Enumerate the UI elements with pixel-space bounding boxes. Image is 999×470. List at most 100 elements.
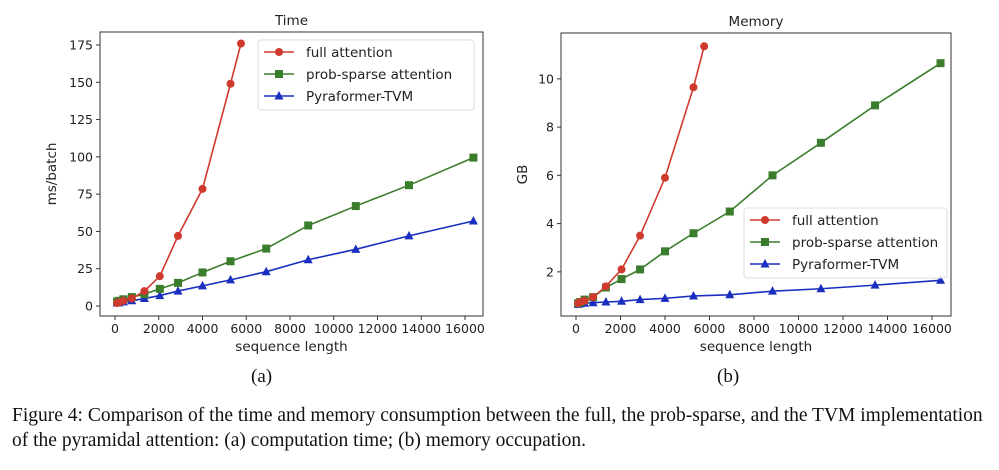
y-tick-label: 6 [546,168,554,183]
data-point-pyraformer-tvm [688,290,698,300]
data-point-prob-sparse-attention [198,268,207,277]
x-tick-label: 14000 [401,321,441,336]
x-tick-label: 0 [572,321,580,336]
data-point-pyraformer-tvm [468,215,478,225]
data-point-pyraformer-tvm [936,275,946,284]
x-tick-label: 2000 [143,321,175,336]
data-point-pyraformer-tvm [588,297,598,307]
axes-frame [560,32,952,317]
data-point-prob-sparse-attention [262,244,271,253]
data-point-full-attention [580,296,589,305]
x-tick-label: 10000 [779,321,819,336]
data-point-pyraformer-tvm [725,289,735,299]
data-point-pyraformer-tvm [351,244,361,253]
y-axis-label: ms/batch [44,143,60,206]
legend-marker [760,259,770,268]
data-point-prob-sparse-attention [226,257,235,266]
data-point-full-attention [617,265,626,274]
subcaption-b: (b) [717,366,740,387]
legend-marker [274,91,284,100]
y-tick-label: 75 [77,187,93,202]
x-tick-label: 4000 [187,321,219,336]
data-point-full-attention [140,287,149,296]
data-point-pyraformer-tvm [155,290,165,300]
data-point-pyraformer-tvm [303,254,313,264]
data-point-full-attention [127,294,136,303]
data-point-full-attention [700,42,709,51]
legend-label: Pyraformer-TVM [306,89,413,105]
x-tick-label: 12000 [358,321,398,336]
data-point-prob-sparse-attention [155,284,164,293]
data-point-prob-sparse-attention [617,275,626,284]
data-point-pyraformer-tvm [404,230,414,240]
y-axis-label: GB [515,165,531,185]
data-point-full-attention [601,282,610,291]
data-point-prob-sparse-attention [936,59,945,68]
legend-label: prob-sparse attention [792,235,938,251]
legend [257,39,475,111]
subcaption-a: (a) [251,366,273,387]
data-point-prob-sparse-attention [725,207,734,216]
y-tick-label: 50 [77,224,93,239]
x-tick-label: 12000 [823,321,863,336]
data-point-full-attention [636,231,645,240]
data-point-prob-sparse-attention [689,229,698,238]
data-point-pyraformer-tvm [173,286,183,295]
legend-label: prob-sparse attention [306,67,452,83]
x-axis-label: sequence length [235,339,347,355]
data-point-prob-sparse-attention [351,202,360,211]
legend [743,207,948,279]
data-point-full-attention [689,83,698,92]
data-point-full-attention [119,296,128,305]
data-point-prob-sparse-attention [768,171,777,180]
x-tick-label: 8000 [274,321,306,336]
x-axis-label: sequence length [700,339,812,355]
data-point-prob-sparse-attention [404,181,413,190]
data-point-pyraformer-tvm [768,286,778,295]
x-tick-label: 6000 [694,321,726,336]
data-point-full-attention [174,231,183,240]
data-point-pyraformer-tvm [617,296,627,305]
data-point-prob-sparse-attention [816,138,825,147]
y-tick-label: 8 [546,120,554,135]
data-point-prob-sparse-attention [304,221,313,230]
data-point-pyraformer-tvm [870,280,880,289]
data-point-pyraformer-tvm [635,294,645,304]
series-line-full-attention [577,46,705,304]
data-point-full-attention [660,173,669,182]
chart-title: Memory [729,14,784,30]
y-tick-label: 0 [85,299,93,314]
x-tick-label: 2000 [605,321,637,336]
y-tick-label: 125 [69,112,93,127]
data-point-prob-sparse-attention [636,265,645,274]
legend-marker [275,48,283,56]
x-tick-label: 8000 [738,321,770,336]
legend-marker [761,238,769,246]
data-point-full-attention [198,184,207,193]
series-line-pyraformer-tvm [577,279,941,306]
data-point-full-attention [226,79,235,88]
x-tick-label: 16000 [445,321,485,336]
y-tick-label: 25 [77,261,93,276]
data-point-pyraformer-tvm [601,297,611,306]
x-tick-label: 0 [111,321,119,336]
series-line-prob-sparse-attention [116,156,474,303]
data-point-prob-sparse-attention [174,278,183,287]
data-point-prob-sparse-attention [469,153,478,162]
x-tick-label: 14000 [868,321,908,336]
chart-title: Time [274,13,308,29]
y-tick-label: 10 [538,71,554,86]
y-tick-label: 100 [69,149,93,164]
data-point-pyraformer-tvm [198,280,208,290]
data-point-pyraformer-tvm [261,266,271,276]
figure-caption: Figure 4: Comparison of the time and mem… [12,405,983,451]
data-point-full-attention [237,39,246,48]
legend-marker [761,216,769,224]
data-point-pyraformer-tvm [226,274,236,284]
x-tick-label: 10000 [314,321,354,336]
axes-frame [99,31,484,317]
y-tick-label: 4 [546,216,554,231]
data-point-pyraformer-tvm [660,293,670,302]
legend-label: Pyraformer-TVM [792,257,899,273]
